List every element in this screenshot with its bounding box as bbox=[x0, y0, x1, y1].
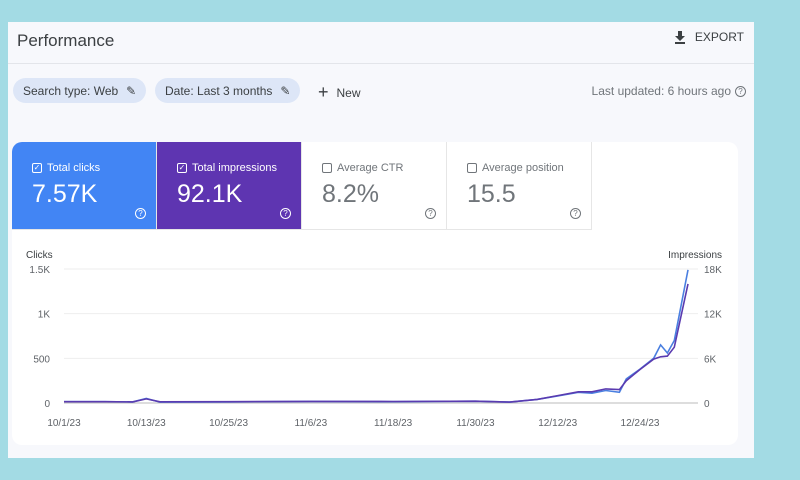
right-tick-label: 18K bbox=[704, 265, 722, 276]
date-filter[interactable]: Date: Last 3 months ✎ bbox=[155, 78, 301, 103]
checkbox-icon[interactable] bbox=[322, 163, 332, 173]
left-tick-label: 500 bbox=[33, 354, 50, 365]
right-tick-label: 12K bbox=[704, 310, 722, 321]
search-type-filter[interactable]: Search type: Web ✎ bbox=[13, 78, 147, 103]
x-tick-label: 12/24/23 bbox=[621, 418, 660, 429]
help-icon[interactable]: ? bbox=[135, 208, 146, 219]
left-axis-label: Clicks bbox=[26, 250, 53, 261]
last-updated: Last updated: 6 hours ago? bbox=[592, 84, 746, 98]
help-icon[interactable]: ? bbox=[570, 208, 581, 219]
right-axis-label: Impressions bbox=[668, 250, 722, 261]
last-updated-text: Last updated: 6 hours ago bbox=[591, 84, 731, 98]
x-tick-label: 11/30/23 bbox=[456, 418, 495, 429]
left-tick-label: 0 bbox=[44, 399, 50, 410]
search-type-label: Search type: Web bbox=[23, 83, 119, 98]
metric-value: 7.57K bbox=[32, 180, 98, 208]
help-icon[interactable]: ? bbox=[425, 208, 436, 219]
left-tick-label: 1.5K bbox=[29, 265, 50, 276]
metric-value: 8.2% bbox=[322, 180, 379, 208]
page-title: Performance bbox=[17, 31, 115, 50]
clicks-line bbox=[64, 269, 689, 403]
metric-label: Total impressions bbox=[192, 162, 277, 174]
pencil-icon: ✎ bbox=[280, 83, 291, 98]
new-label: New bbox=[336, 85, 361, 100]
checkbox-checked-icon[interactable]: ✓ bbox=[32, 163, 42, 173]
x-tick-label: 10/1/23 bbox=[47, 418, 81, 429]
header: Performance EXPORT bbox=[8, 22, 754, 64]
right-tick-label: 6K bbox=[704, 354, 717, 365]
performance-page: Performance EXPORT Search type: Web ✎ Dat… bbox=[8, 22, 754, 458]
left-tick-label: 1K bbox=[38, 310, 51, 321]
date-label: Date: Last 3 months bbox=[165, 83, 273, 98]
checkbox-checked-icon[interactable]: ✓ bbox=[177, 163, 187, 173]
plus-icon: + bbox=[318, 82, 329, 102]
metric-total-clicks[interactable]: ✓ Total clicks 7.57K ? bbox=[12, 142, 157, 230]
x-tick-label: 11/18/23 bbox=[374, 418, 413, 429]
metric-total-impressions[interactable]: ✓ Total impressions 92.1K ? bbox=[157, 142, 302, 230]
metric-label: Average position bbox=[482, 162, 564, 174]
download-icon bbox=[674, 31, 685, 44]
metric-value: 15.5 bbox=[467, 180, 516, 208]
x-tick-label: 10/25/23 bbox=[209, 418, 248, 429]
performance-panel: ✓ Total clicks 7.57K ? ✓ Total impressions… bbox=[12, 142, 738, 445]
x-tick-label: 11/6/23 bbox=[295, 418, 328, 429]
impressions-line bbox=[64, 283, 689, 403]
help-icon[interactable]: ? bbox=[280, 208, 291, 219]
performance-chart: Clicks Impressions 0 0 500 6K 1K 12K 1.5K 18K 10/1… bbox=[26, 250, 722, 429]
export-button[interactable]: EXPORT bbox=[673, 30, 744, 44]
metric-average-position[interactable]: Average position 15.5 ? bbox=[447, 142, 592, 230]
metric-value: 92.1K bbox=[177, 180, 243, 208]
metric-label: Average CTR bbox=[337, 162, 404, 174]
pencil-icon: ✎ bbox=[126, 83, 137, 98]
export-label: EXPORT bbox=[694, 30, 744, 44]
metric-label: Total clicks bbox=[47, 162, 101, 174]
checkbox-icon[interactable] bbox=[467, 163, 477, 173]
x-tick-label: 12/12/23 bbox=[538, 418, 577, 429]
right-tick-label: 0 bbox=[704, 399, 710, 410]
x-tick-label: 10/13/23 bbox=[127, 418, 166, 429]
metric-average-ctr[interactable]: Average CTR 8.2% ? bbox=[302, 142, 447, 230]
help-icon[interactable]: ? bbox=[735, 85, 746, 97]
new-filter-button[interactable]: + New bbox=[318, 82, 361, 103]
